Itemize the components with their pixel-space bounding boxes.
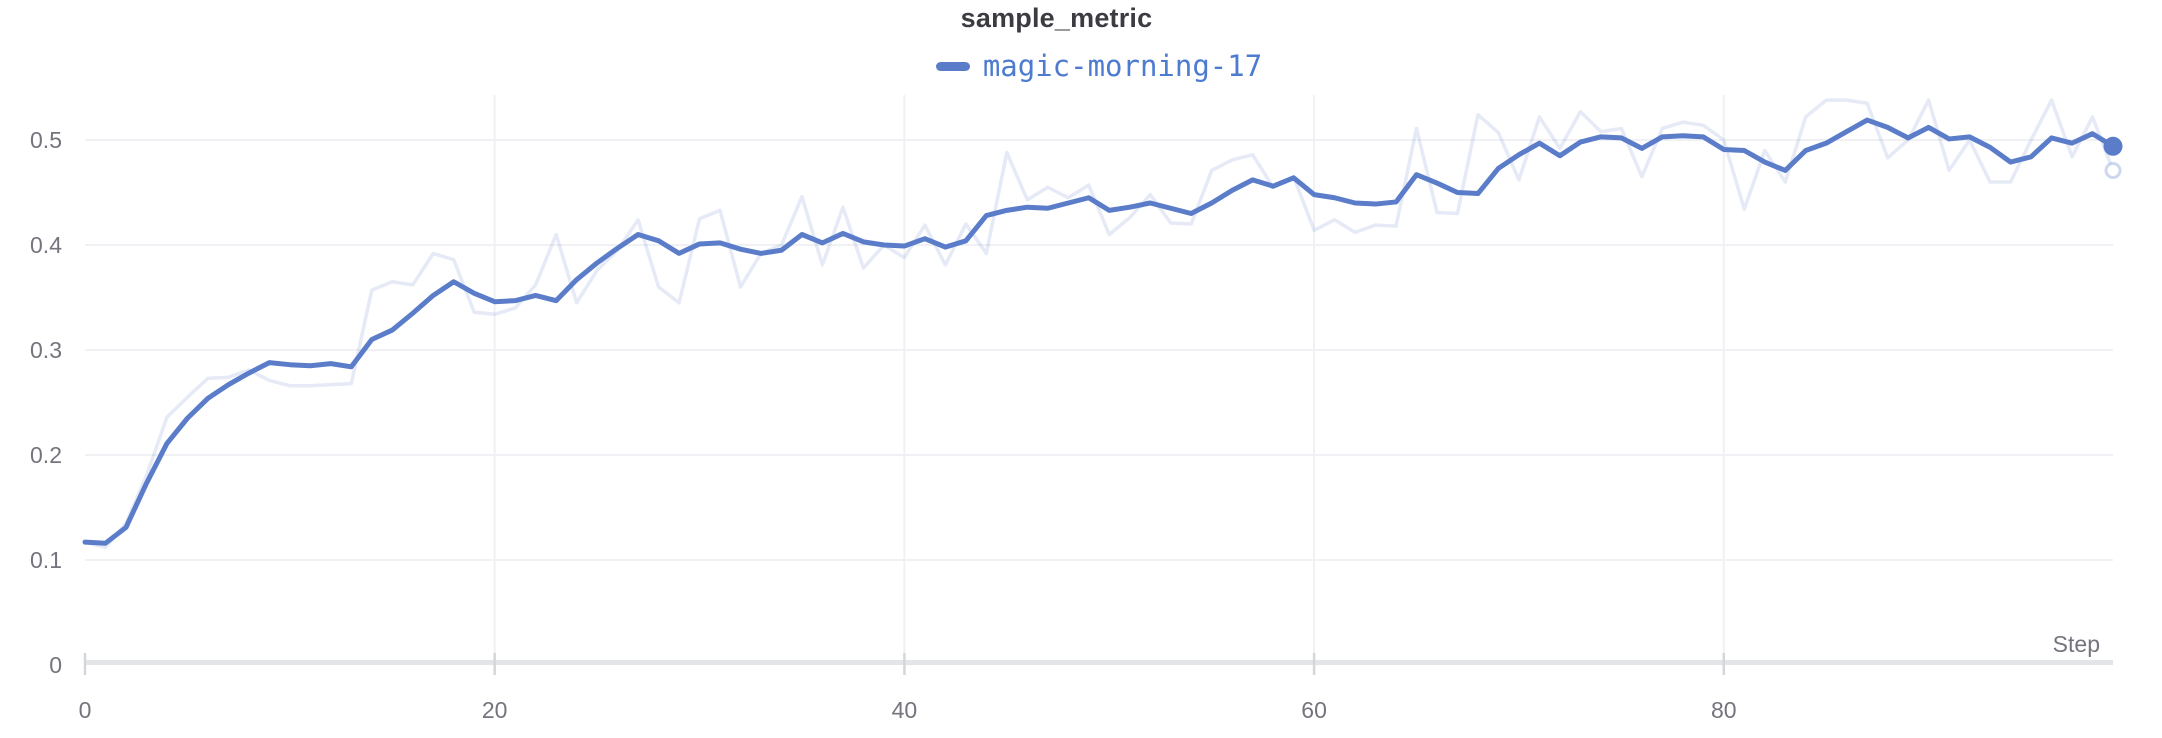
chart-title: sample_metric — [960, 3, 1153, 33]
y-tick-label: 0.1 — [30, 547, 62, 573]
y-tick-label: 0 — [49, 652, 62, 678]
x-axis-title: Step — [2053, 631, 2100, 657]
x-tick-label: 80 — [1711, 697, 1737, 723]
legend: magic-morning-17 — [85, 52, 2113, 81]
y-tick-label: 0.4 — [30, 232, 62, 258]
x-tick-label: 20 — [482, 697, 508, 723]
y-tick-label: 0.5 — [30, 127, 62, 153]
x-tick-label: 0 — [79, 697, 92, 723]
x-tick-label: 40 — [892, 697, 918, 723]
series-endpoint-smoothed[interactable] — [2103, 136, 2123, 156]
legend-run-name[interactable]: magic-morning-17 — [982, 49, 1263, 83]
y-tick-label: 0.2 — [30, 442, 62, 468]
series-endpoint-original[interactable] — [2104, 161, 2122, 179]
y-tick-label: 0.3 — [30, 337, 62, 363]
series-line-original[interactable] — [83, 98, 2115, 550]
legend-line-swatch-icon — [935, 62, 970, 71]
x-axis-line — [85, 660, 2113, 665]
series-line-smoothed[interactable] — [82, 117, 2116, 546]
x-tick-label: 60 — [1301, 697, 1327, 723]
